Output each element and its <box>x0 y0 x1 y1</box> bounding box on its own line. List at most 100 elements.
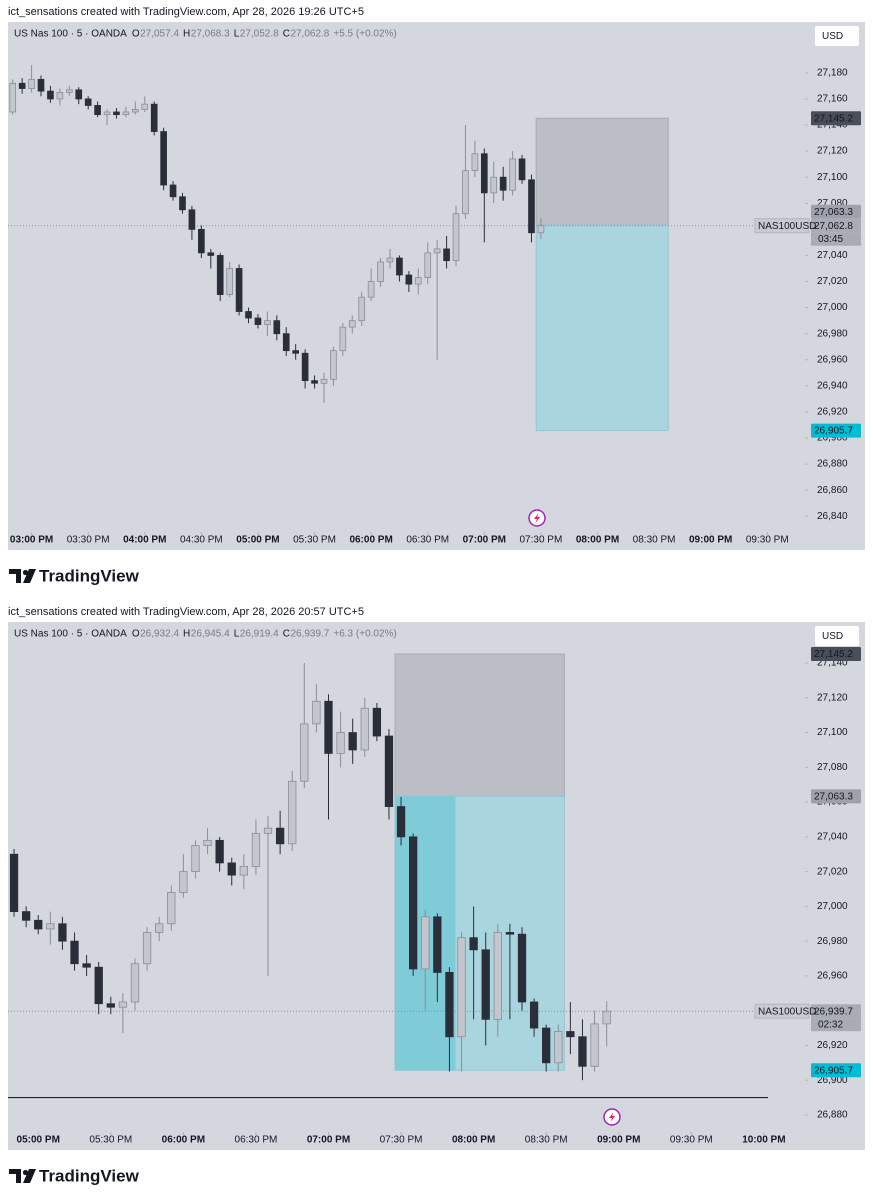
x-tick-label: 10:00 PM <box>742 1135 785 1146</box>
candle-body <box>509 158 516 191</box>
candle-body <box>590 1023 599 1067</box>
y-tick-label: 27,100 <box>817 727 848 738</box>
x-tick-label: 06:30 PM <box>406 535 449 546</box>
x-tick-label: 05:00 PM <box>17 1135 60 1146</box>
candle-body <box>537 225 545 234</box>
candle-body <box>207 252 215 256</box>
stop-zone <box>394 653 565 797</box>
candle-body <box>462 170 469 215</box>
y-tick-label: 26,960 <box>817 354 848 365</box>
x-tick-label: 08:30 PM <box>633 535 676 546</box>
legend-value: 26,919.4 <box>240 629 279 640</box>
candle-body <box>469 937 478 951</box>
symbol-name: US Nas 100 · 5 · OANDA <box>14 629 127 640</box>
candle-body <box>493 932 502 1020</box>
candle-body <box>254 317 262 325</box>
candle-body <box>499 176 507 191</box>
candle-body <box>471 153 479 172</box>
credit: ict_sensations created with TradingView.… <box>8 606 364 618</box>
x-tick-label: 07:00 PM <box>463 535 506 546</box>
currency-button[interactable] <box>815 26 859 46</box>
stop-price-badge: 27,145.2 <box>814 649 853 660</box>
target-price-badge-bg <box>811 1063 861 1078</box>
candle-body <box>235 268 243 312</box>
candle-body <box>480 153 488 194</box>
y-tick-label: 27,120 <box>817 692 848 703</box>
candle-body <box>113 111 120 115</box>
candle-body <box>452 213 460 262</box>
candle-body <box>518 158 526 181</box>
candle-body <box>47 90 54 100</box>
credit: ict_sensations created with TradingView.… <box>8 6 364 18</box>
currency-label[interactable]: USD <box>822 31 843 42</box>
y-tick-label: 27,180 <box>817 68 848 79</box>
candle-body <box>529 1001 539 1029</box>
candle-body <box>84 98 92 106</box>
candle-body <box>215 839 224 864</box>
candle-body <box>34 919 43 930</box>
candle-body <box>155 923 164 933</box>
candle-body <box>251 832 261 867</box>
candle-body <box>602 1010 611 1025</box>
candle-body <box>94 105 101 115</box>
candle-body <box>301 352 309 382</box>
y-tick-label: 27,080 <box>817 762 848 773</box>
y-tick-label: 27,040 <box>817 250 848 261</box>
candle-body <box>46 923 55 930</box>
x-tick-label: 08:00 PM <box>576 535 619 546</box>
y-tick-label: 27,000 <box>817 302 848 313</box>
candle-body <box>216 255 224 295</box>
y-tick-label: 26,900 <box>817 1075 848 1086</box>
x-tick-label: 03:30 PM <box>67 535 110 546</box>
legend-key: L <box>234 629 240 640</box>
logo-text: TradingView <box>39 1166 140 1185</box>
y-tick-label: 26,960 <box>817 971 848 982</box>
x-tick-label: 07:30 PM <box>519 535 562 546</box>
candle-body <box>70 940 79 965</box>
candle-body <box>179 196 186 211</box>
current-price-badge-bg <box>811 218 861 233</box>
y-tick-label: 26,900 <box>817 433 848 444</box>
candle-body <box>275 827 285 845</box>
x-tick-label: 05:30 PM <box>293 535 336 546</box>
candle-body <box>75 89 83 100</box>
x-tick-label: 04:00 PM <box>123 535 166 546</box>
candle-body <box>292 350 299 354</box>
currency-button[interactable] <box>815 626 859 646</box>
x-tick-label: 06:30 PM <box>235 1135 278 1146</box>
candle-body <box>103 111 111 115</box>
candle-body <box>122 111 130 115</box>
candle-body <box>203 839 212 846</box>
legend-value: 27,068.3 <box>191 29 230 40</box>
candle-body <box>37 78 45 92</box>
legend-value: 26,939.7 <box>290 629 329 640</box>
legend-change: +5.5 (+0.02%) <box>333 29 396 40</box>
candle-body <box>336 732 345 754</box>
y-tick-label: 26,880 <box>817 459 848 470</box>
candle-body <box>130 963 140 1003</box>
candle-body <box>348 320 356 328</box>
logo-dot <box>22 1169 29 1176</box>
legend-key: L <box>234 29 240 40</box>
candle-body <box>263 827 273 834</box>
candle-body <box>18 82 26 89</box>
candle-body <box>245 311 252 319</box>
y-tick-label: 27,020 <box>817 276 848 287</box>
y-tick-label: 26,920 <box>817 407 848 418</box>
currency-label[interactable]: USD <box>822 631 843 642</box>
candle-body <box>443 248 450 262</box>
candle-body <box>56 92 64 100</box>
candle-body <box>198 228 205 254</box>
candle-body <box>282 333 290 352</box>
candle-body <box>566 1031 575 1038</box>
logo-mark <box>9 569 36 583</box>
x-tick-label: 09:00 PM <box>689 535 732 546</box>
candle-body <box>239 865 248 876</box>
candle-body <box>312 700 321 725</box>
y-tick-label: 27,080 <box>817 198 848 209</box>
y-tick-label: 27,140 <box>817 658 848 669</box>
candle-body <box>142 932 152 965</box>
symbol-name: US Nas 100 · 5 · OANDA <box>14 29 127 40</box>
candle-body <box>457 937 466 1038</box>
stop-price-badge-bg <box>811 111 861 126</box>
